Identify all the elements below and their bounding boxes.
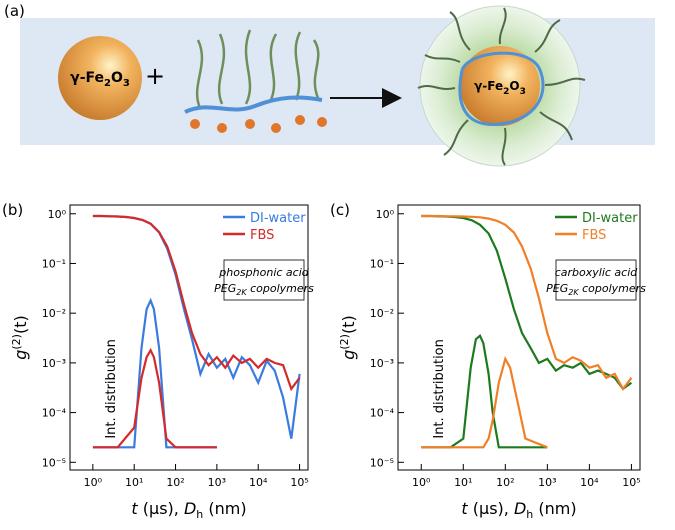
y-tick-label: 10⁻³ xyxy=(370,357,394,370)
x-tick-label: 10² xyxy=(496,476,514,489)
y-tick-label: 10⁻² xyxy=(42,307,66,320)
annotation-box xyxy=(223,259,305,301)
annotation: carboxylic acid xyxy=(555,266,639,279)
x-tick-label: 10⁴ xyxy=(580,476,599,489)
core xyxy=(460,46,540,126)
distribution-label: Int. distribution xyxy=(432,339,447,439)
chart: (b) 10⁰ 10¹ 10² 10³ 10⁴ 10⁵ 10⁰ 10⁻¹ 10⁻² 10⁻³ 10⁻⁴… xyxy=(2,201,314,521)
x-axis-label: t (μs), Dh (nm) xyxy=(461,499,576,521)
particle-label: γ-Fe2O3 xyxy=(70,70,130,89)
distribution-line xyxy=(421,334,548,449)
chart: (c) 10⁰ 10¹ 10² 10³ 10⁴ 10⁵ 10⁰ 10⁻¹ 10⁻² 10⁻³ 10⁻⁴… xyxy=(330,201,646,521)
plot-frame xyxy=(69,204,309,471)
panel-label: (c) xyxy=(330,201,350,219)
distribution-line xyxy=(92,347,217,449)
data-line xyxy=(421,214,633,391)
legend-label: FBS xyxy=(582,228,606,243)
data-line xyxy=(92,214,301,392)
annotation: phosphonic acid xyxy=(218,266,310,279)
corona xyxy=(417,7,586,166)
y-tick-label: 10⁻¹ xyxy=(42,257,66,270)
x-tick-label: 10⁰ xyxy=(84,476,103,489)
x-tick-label: 10⁴ xyxy=(249,476,268,489)
y-tick-label: 10⁰ xyxy=(376,208,395,221)
y-axis-label: g(2)(t) xyxy=(10,315,30,360)
distribution-line xyxy=(421,355,548,449)
distribution-label: Int. distribution xyxy=(104,339,119,439)
annotation-box xyxy=(555,259,637,301)
anchors xyxy=(190,115,327,133)
distribution-line xyxy=(92,297,217,449)
plot-frame xyxy=(397,204,641,471)
x-tick-label: 10¹ xyxy=(454,476,472,489)
plus-sign: + xyxy=(145,62,165,90)
backbone xyxy=(184,95,323,114)
y-tick-label: 10⁻⁴ xyxy=(370,407,395,420)
legend-label: FBS xyxy=(250,228,274,243)
x-tick-label: 10¹ xyxy=(125,476,143,489)
data-line xyxy=(92,214,301,439)
y-tick-label: 10⁻³ xyxy=(42,357,66,370)
y-axis-label: g(2)(t) xyxy=(338,315,358,360)
annotation: PEG2K copolymers xyxy=(546,282,646,297)
x-tick-label: 10⁵ xyxy=(622,476,640,489)
peg-chains xyxy=(195,29,320,109)
x-tick-label: 10³ xyxy=(208,476,226,489)
y-tick-label: 10⁻⁵ xyxy=(370,456,394,469)
legend-label: DI-water xyxy=(582,211,638,226)
x-tick-label: 10² xyxy=(166,476,184,489)
x-tick-label: 10³ xyxy=(538,476,556,489)
nanoparticle xyxy=(58,36,142,120)
legend-label: DI-water xyxy=(250,211,306,226)
y-tick-label: 10⁻⁴ xyxy=(42,407,67,420)
shell-backbone xyxy=(458,51,545,126)
y-tick-label: 10⁻¹ xyxy=(370,257,394,270)
panel-label: (b) xyxy=(2,201,23,219)
x-axis-label: t (μs), Dh (nm) xyxy=(131,499,246,521)
x-tick-label: 10⁵ xyxy=(290,476,308,489)
y-tick-label: 10⁰ xyxy=(48,208,67,221)
panel-label: (a) xyxy=(4,2,25,20)
annotation: PEG2K copolymers xyxy=(214,282,314,297)
coated-label: γ-Fe2O3 xyxy=(474,79,526,97)
x-tick-label: 10⁰ xyxy=(412,476,431,489)
y-tick-label: 10⁻² xyxy=(370,307,394,320)
y-tick-label: 10⁻⁵ xyxy=(42,456,66,469)
